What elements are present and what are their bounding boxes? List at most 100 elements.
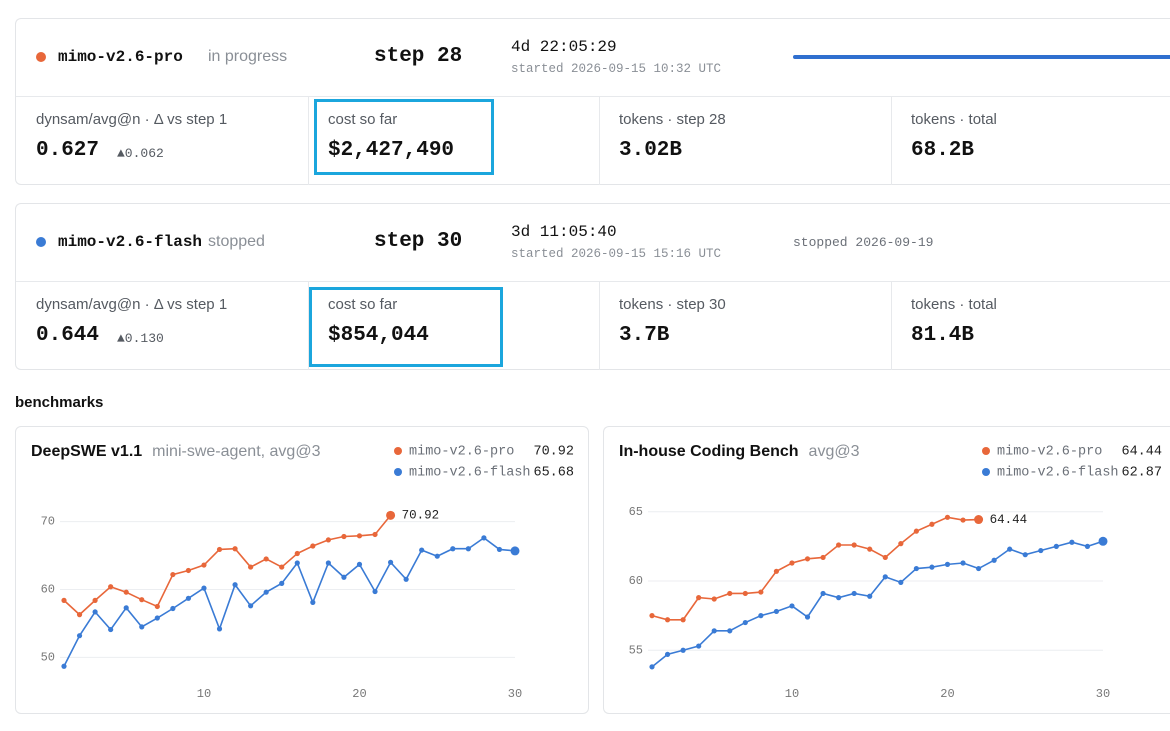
metric-value: 3.02B: [619, 139, 683, 162]
data-point: [804, 556, 811, 562]
data-point: [496, 546, 503, 553]
data-point: [742, 619, 748, 626]
data-point: [944, 514, 951, 520]
data-point: [975, 565, 982, 572]
status-dot: [36, 237, 46, 247]
data-point: [773, 608, 780, 615]
chart-subtitle: mini-swe-agent, avg@3: [152, 443, 321, 460]
x-tick-label: 10: [197, 687, 211, 701]
metric-value: $2,427,490: [328, 139, 455, 162]
run-name: mimo-v2.6-pro: [58, 48, 183, 66]
data-point: [727, 590, 733, 597]
series-line: [63, 514, 392, 616]
data-point: [154, 603, 160, 610]
run-stopped: stopped 2026-09-19: [793, 235, 934, 250]
data-point: [898, 541, 904, 547]
run-status: in progress: [208, 48, 288, 65]
data-point: [851, 590, 857, 597]
data-point: [836, 542, 842, 548]
divider: [16, 96, 1170, 97]
legend-value: 62.87: [1121, 466, 1162, 481]
series-line: [651, 516, 979, 621]
data-point: [108, 626, 114, 633]
data-point: [356, 533, 363, 539]
data-point: [929, 521, 935, 527]
metric-value: 81.4B: [911, 324, 975, 347]
data-point: [727, 628, 733, 634]
y-tick-label: 60: [629, 574, 643, 588]
legend-value: 70.92: [533, 445, 574, 460]
data-point: [170, 571, 176, 578]
data-point: [649, 613, 655, 619]
chart-subtitle: avg@3: [808, 443, 860, 460]
metric-label: dynsam/avg@n · Δ vs step 1: [36, 111, 228, 128]
metric-label: tokens · total: [911, 111, 997, 128]
x-tick-label: 10: [785, 687, 799, 701]
data-point: [248, 564, 254, 570]
data-point: [310, 543, 316, 549]
chart-title: DeepSWE v1.1: [31, 443, 143, 460]
run-elapsed: 4d 22:05:29: [511, 38, 617, 56]
data-point: [450, 546, 456, 552]
legend-label: mimo-v2.6-flash: [997, 466, 1119, 481]
legend-label: mimo-v2.6-pro: [409, 445, 514, 460]
data-point: [465, 546, 471, 552]
data-point: [789, 603, 795, 609]
data-point: [216, 626, 223, 632]
chart-header: In-house Coding Bench avg@3: [619, 442, 859, 462]
legend-marker: [394, 468, 402, 476]
data-point: [960, 517, 966, 523]
data-point: [201, 585, 207, 591]
data-point: [742, 590, 748, 597]
data-point: [294, 550, 300, 557]
metric-value: 3.7B: [619, 324, 670, 347]
data-point: [139, 624, 145, 630]
data-point: [123, 605, 129, 611]
chart-header: DeepSWE v1.1 mini-swe-agent, avg@3: [31, 442, 320, 462]
data-point: [386, 510, 396, 520]
data-point: [851, 542, 857, 548]
legend-label: mimo-v2.6-pro: [997, 445, 1102, 460]
data-point: [758, 613, 764, 619]
data-point: [201, 562, 207, 568]
data-point: [664, 617, 671, 623]
data-point: [263, 589, 269, 595]
highlight-box: [314, 99, 494, 175]
highlight-box: [309, 287, 503, 367]
y-tick-label: 55: [629, 643, 643, 657]
column-divider: [891, 282, 892, 370]
data-point: [1038, 547, 1044, 554]
data-point: [1007, 546, 1013, 552]
data-point: [991, 557, 997, 563]
data-point: [61, 597, 67, 603]
data-point: [92, 597, 98, 603]
data-point: [185, 595, 192, 601]
data-point: [403, 576, 409, 582]
column-divider: [308, 97, 309, 185]
metric-delta: ▲0.130: [117, 331, 164, 346]
run-card: mimo-v2.6-pro in progress step 28 4d 22:05:…: [15, 18, 1170, 185]
data-point: [356, 561, 363, 567]
data-point: [882, 574, 888, 580]
data-point: [216, 546, 223, 553]
x-tick-label: 30: [1096, 687, 1110, 701]
section-title: benchmarks: [15, 394, 104, 411]
data-point: [696, 643, 702, 649]
data-point: [232, 582, 238, 588]
data-point: [773, 568, 780, 574]
data-point: [325, 560, 331, 566]
data-point: [1053, 543, 1059, 549]
metric-label: tokens · total: [911, 296, 997, 313]
data-point: [913, 528, 919, 534]
divider: [16, 281, 1170, 282]
end-label: 64.44: [990, 513, 1028, 527]
run-started: started 2026-09-15 15:16 UTC: [511, 247, 722, 261]
metric-label: cost so far: [328, 296, 398, 313]
data-point: [711, 628, 717, 634]
data-point: [696, 595, 702, 601]
run-elapsed: 3d 11:05:40: [511, 223, 617, 241]
data-point: [481, 535, 487, 541]
